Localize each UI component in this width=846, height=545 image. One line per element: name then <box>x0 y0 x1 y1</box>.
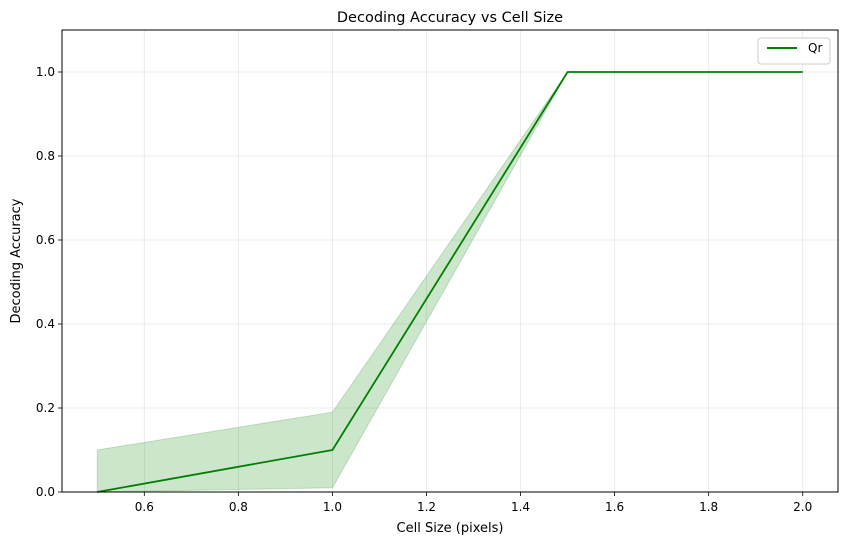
x-tick-label: 0.6 <box>135 500 154 514</box>
y-tick-label: 1.0 <box>36 65 55 79</box>
plot-frame <box>61 29 839 493</box>
chart-title: Decoding Accuracy vs Cell Size <box>337 10 563 26</box>
x-tick-label: 2.0 <box>793 500 812 514</box>
x-tick-label: 1.4 <box>511 500 530 514</box>
x-tick-label: 1.6 <box>605 500 624 514</box>
x-axis-ticks: 0.6 0.8 1.0 1.2 1.4 1.6 1.8 2.0 <box>135 492 812 514</box>
x-axis-label: Cell Size (pixels) <box>397 521 504 536</box>
series-lines <box>97 71 803 493</box>
y-axis-ticks: 0.0 0.2 0.4 0.6 0.8 1.0 <box>36 65 62 499</box>
y-axis-label: Decoding Accuracy <box>9 198 24 323</box>
y-tick-label: 0.8 <box>36 149 55 163</box>
y-tick-label: 0.2 <box>36 401 55 415</box>
line-qr <box>97 71 803 493</box>
legend-box <box>757 37 831 65</box>
legend-label-qr: Qr <box>808 41 822 55</box>
y-tick-label: 0.4 <box>36 317 55 331</box>
band-qr <box>96 71 803 493</box>
x-tick-label: 1.0 <box>323 500 342 514</box>
confidence-band <box>96 71 803 493</box>
x-tick-label: 0.8 <box>229 500 248 514</box>
y-tick-label: 0.0 <box>36 485 55 499</box>
x-tick-label: 1.2 <box>417 500 436 514</box>
y-tick-label: 0.6 <box>36 233 55 247</box>
legend: Qr <box>757 37 831 65</box>
x-tick-label: 1.8 <box>699 500 718 514</box>
